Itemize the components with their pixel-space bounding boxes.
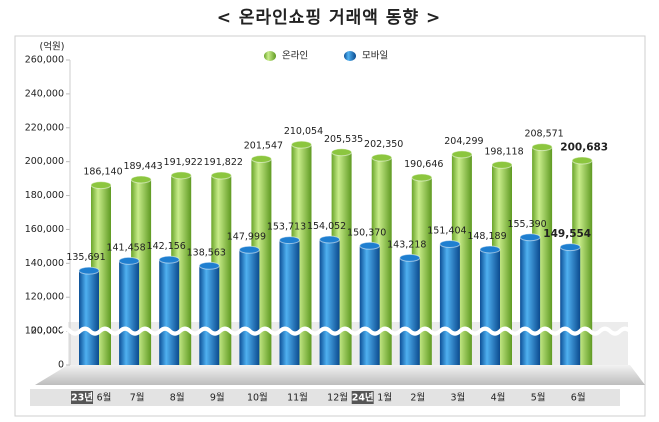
year-badge — [71, 391, 93, 404]
year-badge — [351, 391, 374, 404]
value-label: 200,683 — [560, 142, 608, 154]
value-label: 210,054 — [284, 126, 323, 137]
value-label: 190,646 — [404, 159, 443, 170]
y-tick-label: 100,000 — [25, 326, 64, 337]
y-tick-label: 180,000 — [25, 190, 64, 201]
bar — [439, 240, 461, 365]
bar — [198, 261, 220, 365]
bar — [479, 245, 501, 365]
value-label: 143,218 — [387, 239, 426, 250]
bar — [118, 256, 140, 365]
value-label: 155,390 — [507, 219, 546, 230]
value-label: 141,458 — [106, 242, 145, 253]
value-label: 191,822 — [204, 157, 243, 168]
value-label: 198,118 — [484, 146, 523, 157]
bar — [399, 253, 421, 365]
y-unit: (억원) — [40, 41, 65, 53]
x-tick-label: 11월 — [287, 392, 308, 404]
y-tick-label: 260,000 — [25, 55, 64, 66]
value-label: 201,547 — [244, 141, 283, 152]
value-label: 151,404 — [427, 226, 466, 237]
x-tick-label: 3월 — [451, 392, 466, 404]
value-label: 148,189 — [467, 231, 506, 242]
frame — [14, 35, 646, 417]
value-label: 149,554 — [543, 228, 591, 240]
value-label: 150,370 — [347, 227, 386, 238]
x-tick-label: 1월 — [377, 392, 392, 404]
x-tick-label: 10월 — [247, 392, 268, 404]
bar — [319, 235, 341, 365]
x-tick-label: 2월 — [410, 392, 425, 404]
y-tick-label: 200,000 — [25, 156, 64, 167]
category-strip — [30, 389, 620, 406]
value-label: 135,691 — [66, 252, 105, 263]
year-label: 23년 — [71, 392, 93, 404]
x-tick-label: 7월 — [130, 392, 145, 404]
x-tick-label: 6월 — [571, 392, 586, 404]
value-label: 205,535 — [324, 134, 363, 145]
x-tick-label: 6월 — [97, 392, 112, 404]
x-tick-label: 12월 — [327, 392, 348, 404]
y-tick-label: 120,000 — [25, 292, 64, 303]
legend-label: 모바일 — [362, 51, 388, 62]
bar — [158, 255, 180, 365]
bar — [238, 245, 260, 365]
y-tick-label: 140,000 — [25, 258, 64, 269]
value-label: 189,443 — [123, 161, 162, 172]
legend-swatch — [264, 51, 276, 61]
value-label: 186,140 — [83, 167, 122, 178]
value-label: 154,052 — [307, 221, 346, 232]
bar — [279, 236, 300, 365]
value-label: 202,350 — [364, 139, 403, 150]
value-label: 204,299 — [444, 136, 483, 147]
x-tick-label: 9월 — [210, 392, 225, 404]
value-label: 153,713 — [267, 222, 306, 233]
value-label: 142,156 — [147, 241, 186, 252]
bar — [359, 241, 381, 365]
value-label: 138,563 — [187, 247, 226, 258]
value-label: 191,922 — [164, 157, 203, 168]
bar — [78, 266, 100, 365]
y-tick-label: 0 — [58, 360, 64, 371]
legend-swatch — [344, 51, 356, 61]
bar — [519, 233, 541, 365]
value-label: 147,999 — [227, 231, 266, 242]
chart-title: < 온라인쇼핑 거래액 동향 > — [217, 7, 442, 28]
legend-label: 온라인 — [282, 51, 308, 62]
bar — [559, 243, 581, 365]
axis-break — [58, 326, 642, 336]
x-tick-label: 5월 — [531, 392, 546, 404]
x-tick-label: 4월 — [491, 392, 506, 404]
y-tick-label: 240,000 — [25, 88, 64, 99]
x-tick-label: 8월 — [170, 392, 185, 404]
y-tick-label: 220,000 — [25, 122, 64, 133]
y-tick-label: 20,000 — [31, 326, 64, 337]
year-label: 24년 — [352, 392, 374, 404]
floor — [35, 365, 645, 385]
value-label: 208,571 — [524, 129, 563, 140]
y-tick-label: 160,000 — [25, 224, 64, 235]
